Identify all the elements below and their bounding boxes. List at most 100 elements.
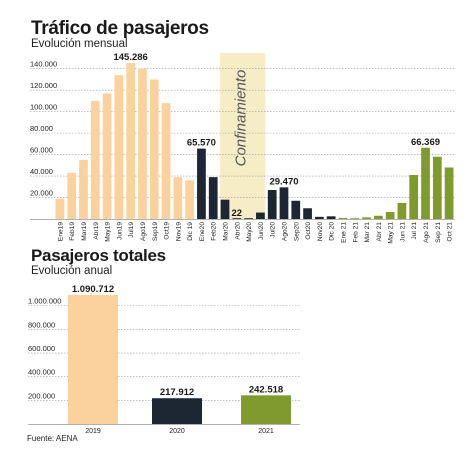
x-tick-label: Jun 21 bbox=[399, 222, 406, 242]
data-label: 242.518 bbox=[249, 384, 283, 395]
bar-may21 bbox=[385, 212, 395, 219]
bar-nov20 bbox=[315, 216, 324, 219]
y-tick-label: 60.000 bbox=[30, 146, 53, 155]
bar-jun21 bbox=[397, 202, 407, 219]
bar-jul20 bbox=[267, 190, 277, 219]
x-tick-label: Abr19 bbox=[93, 222, 100, 240]
bar-may20 bbox=[244, 218, 253, 219]
y-tick-label: 120.000 bbox=[30, 81, 57, 90]
bar-ene21 bbox=[338, 217, 348, 219]
monthly-traffic-chart: Confinamiento 20.000 40.000 60.000 80.000 100… bbox=[30, 52, 455, 244]
bar-jun19 bbox=[114, 75, 124, 219]
x-tick-label: May19 bbox=[105, 222, 112, 242]
monthly-chart-subtitle: Evolución mensual bbox=[31, 38, 128, 50]
bar-mar19 bbox=[79, 159, 88, 219]
annual-chart-subtitle: Evolución anual bbox=[31, 265, 113, 277]
data-label: 29.470 bbox=[269, 176, 298, 187]
x-tick-label: Dic 19 bbox=[187, 222, 194, 241]
bar-oct19 bbox=[161, 103, 171, 219]
x-tick-label: Dic 20 bbox=[329, 222, 336, 241]
bar-jun20 bbox=[256, 212, 265, 219]
bar-ago20 bbox=[279, 187, 289, 219]
bar-may19 bbox=[102, 93, 112, 219]
x-tick-label: Jul 21 bbox=[411, 222, 418, 240]
x-tick-label: Jun19 bbox=[116, 222, 123, 240]
bar-abr19 bbox=[90, 100, 100, 219]
x-tick-label: Feb19 bbox=[69, 222, 76, 241]
y-tick-label: 40.000 bbox=[30, 167, 53, 176]
data-label: 22 bbox=[232, 208, 243, 219]
y-tick-label: 400.000 bbox=[28, 368, 55, 377]
x-tick-label: Ago 21 bbox=[423, 222, 430, 243]
bar-oct20 bbox=[303, 208, 312, 219]
bar-sep21 bbox=[432, 156, 442, 219]
x-tick-label: Jul19 bbox=[128, 222, 135, 238]
annual-chart-title: Pasajeros totales bbox=[31, 246, 166, 265]
bar-2020 bbox=[152, 398, 202, 424]
data-label: 1.090.712 bbox=[72, 284, 114, 295]
x-tick-label: Sep19 bbox=[152, 222, 159, 241]
bar-ago21 bbox=[421, 147, 430, 219]
x-tick-label: Jul20 bbox=[270, 222, 277, 238]
data-label: 65.570 bbox=[187, 138, 216, 149]
y-tick-label: 600.000 bbox=[28, 344, 55, 353]
bar-mar20 bbox=[220, 199, 230, 219]
x-tick-label: Ago19 bbox=[140, 222, 147, 241]
y-tick-label: 800.000 bbox=[28, 320, 55, 329]
x-tick-label: Ene 21 bbox=[340, 222, 347, 243]
bar-abr21 bbox=[373, 215, 383, 219]
x-tick-label: Sep 21 bbox=[435, 222, 442, 243]
y-tick-label: 100.000 bbox=[30, 103, 57, 112]
source-note: Fuente: AENA bbox=[27, 434, 78, 443]
bar-feb19 bbox=[67, 172, 77, 219]
bar-mar21 bbox=[362, 217, 371, 219]
x-tick-label: Abr 21 bbox=[376, 222, 383, 242]
data-label: 145.286 bbox=[113, 52, 147, 63]
x-tick-label: 2019 bbox=[85, 428, 101, 435]
bar-jul21 bbox=[409, 174, 419, 219]
x-tick-label: Nov20 bbox=[317, 222, 324, 241]
x-tick-label: Abr20 bbox=[234, 222, 241, 240]
x-tick-label: Ago20 bbox=[281, 222, 288, 241]
bar-ene20 bbox=[197, 148, 206, 219]
x-tick-label: May 21 bbox=[388, 222, 395, 244]
data-label: 217.912 bbox=[160, 387, 194, 398]
bar-dic20 bbox=[326, 216, 336, 219]
x-tick-label: Mar 21 bbox=[364, 222, 371, 243]
x-tick-label: 2020 bbox=[169, 428, 185, 435]
y-tick-label: 80.000 bbox=[30, 124, 53, 133]
bar-oct21 bbox=[444, 167, 454, 219]
x-tick-label: Oct 21 bbox=[447, 222, 454, 242]
bar-feb21 bbox=[350, 218, 360, 219]
x-tick-label: Jun20 bbox=[258, 222, 265, 240]
confinement-label: Confinamiento bbox=[233, 70, 250, 167]
bar-jul19 bbox=[126, 63, 136, 219]
y-tick-label: 20.000 bbox=[30, 189, 53, 198]
monthly-chart-title: Tráfico de pasajeros bbox=[31, 18, 209, 39]
x-tick-label: Mar19 bbox=[81, 222, 88, 241]
x-tick-label: Nov19 bbox=[175, 222, 182, 241]
x-tick-label: Sep20 bbox=[293, 222, 300, 241]
bar-ago19 bbox=[138, 68, 147, 219]
x-tick-label: Oct20 bbox=[305, 222, 312, 240]
bar-2021 bbox=[241, 395, 291, 424]
x-tick-label: Ene19 bbox=[57, 222, 64, 241]
bar-dic19 bbox=[185, 180, 194, 219]
data-label: 66.369 bbox=[411, 137, 440, 148]
confinement-shade bbox=[220, 53, 266, 219]
y-tick-label: 200.000 bbox=[28, 391, 55, 400]
bar-feb20 bbox=[208, 177, 218, 219]
x-tick-label: Feb20 bbox=[211, 222, 218, 241]
x-tick-label: Mar20 bbox=[223, 222, 230, 241]
bar-sep19 bbox=[149, 79, 159, 219]
bar-nov19 bbox=[173, 177, 183, 219]
y-tick-label: 1.000.000 bbox=[28, 297, 61, 306]
bar-sep20 bbox=[291, 200, 301, 219]
bar-ene19 bbox=[55, 198, 65, 219]
x-tick-label: Feb 21 bbox=[352, 222, 359, 243]
x-tick-label: Ene20 bbox=[199, 222, 206, 241]
x-tick-label: May20 bbox=[246, 222, 253, 242]
x-tick-label: 2021 bbox=[258, 428, 274, 435]
y-tick-label: 140.000 bbox=[30, 60, 57, 69]
